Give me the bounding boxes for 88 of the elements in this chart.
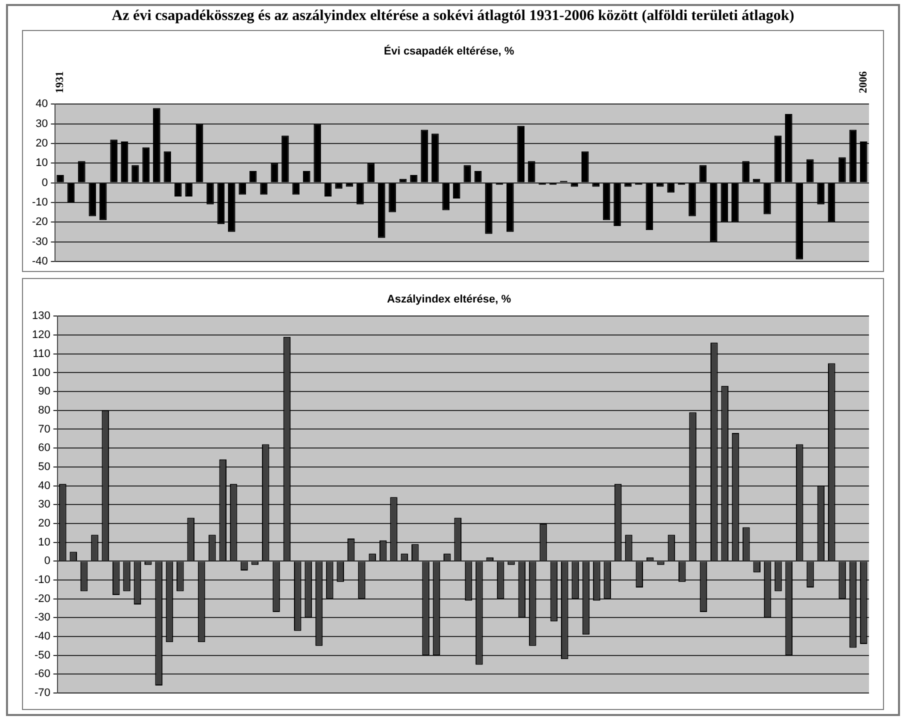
- bar: [528, 161, 536, 182]
- bar: [602, 183, 610, 220]
- bar: [742, 161, 750, 182]
- bar: [849, 130, 857, 182]
- y-tick-label: 110: [32, 348, 50, 360]
- y-tick-label: 10: [38, 536, 50, 548]
- x-tick-label: 2006: [857, 70, 870, 94]
- y-tick-label: 10: [36, 157, 48, 170]
- bar: [452, 183, 460, 199]
- bar: [774, 136, 782, 182]
- bar: [120, 142, 128, 182]
- bar: [442, 183, 450, 210]
- bar: [785, 114, 792, 182]
- bar: [517, 126, 525, 182]
- bar: [731, 183, 739, 222]
- bar: [378, 183, 386, 238]
- bar: [367, 163, 375, 182]
- bar: [388, 183, 396, 212]
- y-tick-label: 130: [32, 310, 50, 322]
- bar: [688, 183, 696, 216]
- bar: [132, 165, 139, 182]
- bar: [699, 165, 707, 182]
- chart-subtitle: Évi csapadék eltérése, %: [384, 44, 514, 58]
- bar: [99, 183, 107, 220]
- bar: [506, 183, 514, 232]
- y-tick-label: 30: [36, 118, 48, 130]
- y-tick-label: -40: [34, 630, 50, 643]
- y-tick-label: -30: [32, 236, 48, 248]
- bar: [464, 165, 471, 182]
- y-tick-label: 100: [32, 366, 50, 379]
- y-tick-label: 0: [44, 555, 50, 568]
- bar: [838, 157, 846, 182]
- y-tick-label: -70: [34, 687, 50, 700]
- y-tick-label: -20: [34, 592, 50, 605]
- bar: [806, 159, 814, 182]
- y-tick-label: 50: [38, 460, 50, 473]
- bar: [153, 108, 160, 182]
- y-tick-label: -30: [34, 612, 50, 624]
- bar: [164, 151, 172, 182]
- bar: [228, 183, 236, 232]
- bar: [646, 183, 654, 230]
- y-tick-label: 20: [36, 138, 48, 150]
- y-tick-label: 40: [38, 480, 50, 492]
- bar: [217, 183, 225, 224]
- y-tick-label: 70: [38, 423, 50, 436]
- bar: [860, 142, 868, 182]
- bar: [196, 124, 204, 182]
- bar: [88, 183, 96, 216]
- y-tick-label: -10: [32, 196, 48, 208]
- bar: [314, 124, 321, 182]
- bar: [174, 183, 182, 197]
- y-tick-label: -50: [34, 649, 50, 662]
- y-tick-label: 30: [38, 498, 50, 511]
- bar: [67, 183, 75, 202]
- y-tick-label: -60: [34, 668, 50, 680]
- bar: [420, 130, 428, 182]
- bar: [796, 183, 804, 260]
- bar: [432, 134, 439, 182]
- bar: [110, 140, 118, 182]
- bar: [614, 183, 621, 226]
- bar: [817, 183, 824, 204]
- chart-title: Az évi csapadékösszeg és az aszályindex eltérése a sokévi átlagtól 1931-2006 között (alföldi területi átlagok): [110, 8, 796, 25]
- y-tick-label: -40: [32, 255, 48, 268]
- bar: [764, 183, 771, 214]
- y-tick-label: 20: [38, 517, 50, 530]
- bar: [720, 183, 728, 222]
- bar: [356, 183, 364, 204]
- bar: [78, 161, 86, 182]
- bar: [581, 151, 589, 182]
- bar: [828, 183, 836, 222]
- y-tick-label: 120: [32, 329, 50, 342]
- bar: [485, 183, 492, 234]
- bar: [282, 136, 289, 182]
- bar: [206, 183, 214, 204]
- y-tick-label: 40: [36, 98, 48, 110]
- bar: [324, 183, 332, 197]
- y-tick-label: -20: [32, 216, 48, 228]
- bar: [142, 147, 150, 182]
- y-tick-label: -10: [34, 574, 50, 586]
- y-tick-label: 0: [42, 176, 48, 189]
- y-tick-label: 90: [38, 386, 50, 398]
- bar: [710, 183, 718, 242]
- y-tick-label: 80: [38, 404, 50, 416]
- chart-title: Aszályindex eltérése, %: [386, 294, 512, 306]
- x-tick-label: 1931: [54, 71, 66, 94]
- y-tick-label: 60: [38, 442, 50, 454]
- bar: [270, 163, 278, 182]
- bar: [185, 183, 192, 197]
